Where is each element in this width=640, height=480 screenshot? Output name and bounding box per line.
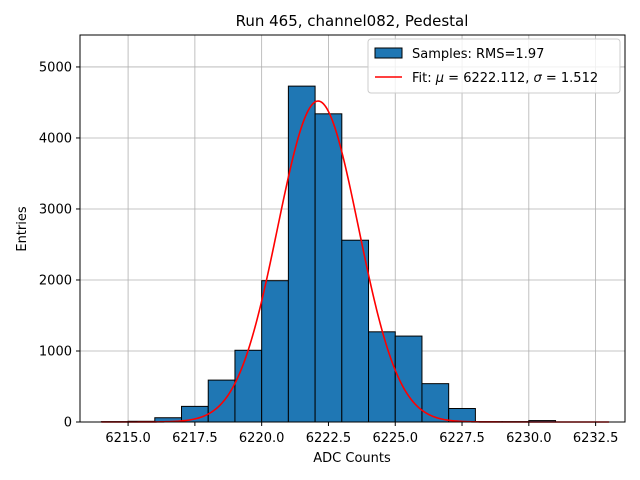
legend-box xyxy=(367,38,621,94)
x-tick-label: 6215.0 xyxy=(105,431,151,446)
x-tick-label: 6227.5 xyxy=(439,431,485,446)
y-tick-label: 0 xyxy=(64,416,72,431)
histogram-bar xyxy=(341,239,370,423)
y-axis-ticks: 0 1000 2000 3000 4000 5000 xyxy=(39,60,80,431)
legend-fit-label: Fit: μ = 6222.112, σ = 1.512 xyxy=(412,71,598,86)
histogram-bar xyxy=(368,331,396,423)
x-tick-label: 6220.0 xyxy=(239,431,285,446)
y-tick-label: 2000 xyxy=(39,273,72,288)
x-tick-label: 6232.5 xyxy=(573,431,619,446)
legend-histogram-label: Samples: RMS=1.97 xyxy=(412,47,544,62)
histogram-bar xyxy=(421,383,450,423)
histogram-bar xyxy=(261,280,289,423)
legend: Samples: RMS=1.97 Fit: μ = 6222.112, σ =… xyxy=(367,38,621,94)
y-tick-label: 3000 xyxy=(39,202,72,217)
x-tick-label: 6217.5 xyxy=(172,431,218,446)
y-tick-label: 4000 xyxy=(39,131,72,146)
histogram-bars xyxy=(100,85,557,423)
chart-title: Run 465, channel082, Pedestal xyxy=(236,12,469,30)
x-axis-label: ADC Counts xyxy=(313,451,391,466)
histogram-bar xyxy=(314,113,343,423)
plot-frame xyxy=(79,34,626,423)
histogram-bar xyxy=(234,349,263,423)
x-axis-ticks: 6215.0 6217.5 6220.0 6222.5 6225.0 6227.5 6230… xyxy=(105,422,618,446)
histogram-bar xyxy=(287,85,316,423)
x-tick-label: 6222.5 xyxy=(306,431,352,446)
y-tick-label: 1000 xyxy=(39,344,72,359)
x-tick-label: 6225.0 xyxy=(372,431,418,446)
y-axis-label: Entries xyxy=(15,206,30,252)
legend-histogram-swatch xyxy=(374,47,403,59)
histogram-bar xyxy=(207,379,236,423)
y-tick-label: 5000 xyxy=(39,60,72,75)
x-tick-label: 6230.0 xyxy=(506,431,552,446)
